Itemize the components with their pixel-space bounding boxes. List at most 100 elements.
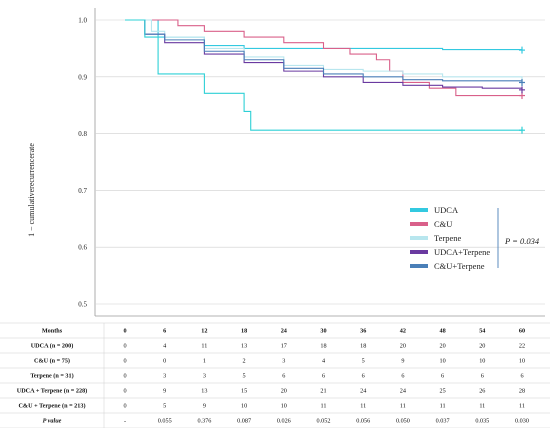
table-cell: 0.055 <box>158 418 172 425</box>
table-cell: 6 <box>520 373 523 380</box>
table-month-header: 48 <box>440 328 446 335</box>
y-tick-label: 0.5 <box>78 301 87 309</box>
table-cell: - <box>124 418 126 425</box>
table-cell: 6 <box>282 373 285 380</box>
table-cell: 3 <box>282 358 285 365</box>
table-cell: 1 <box>203 358 206 365</box>
table-cell: 13 <box>201 388 207 395</box>
table-cell: 9 <box>401 358 404 365</box>
table-cell: 11 <box>440 403 446 410</box>
y-tick-label: 0.9 <box>78 73 87 81</box>
table-cell: 5 <box>243 373 246 380</box>
table-cell: 20 <box>440 343 446 350</box>
table-cell: 24 <box>400 388 406 395</box>
table-month-header: 42 <box>400 328 406 335</box>
table-cell: 3 <box>163 373 166 380</box>
table-cell: 24 <box>360 388 366 395</box>
table-cell: 4 <box>322 358 325 365</box>
survival-curves <box>125 19 525 134</box>
table-cell: 0 <box>123 373 126 380</box>
legend-label: UDCA+Terpene <box>434 247 490 257</box>
table-cell: 6 <box>441 373 444 380</box>
table-cell: 10 <box>241 403 247 410</box>
table-row-label: UDCA + Terpene (n = 228) <box>17 388 87 395</box>
legend-label: UDCA <box>434 205 459 215</box>
table-cell: 0 <box>123 388 126 395</box>
table-cell: 11 <box>519 403 525 410</box>
table-cell: 0.056 <box>356 418 370 425</box>
table-cell: 0.030 <box>515 418 529 425</box>
table-cell: 3 <box>203 373 206 380</box>
censor-mark <box>519 78 525 86</box>
table-cell: 10 <box>479 358 485 365</box>
table-cell: 11 <box>201 343 207 350</box>
legend-label: C&U <box>434 219 452 229</box>
table-row-label: Terpene (n = 31) <box>30 373 73 380</box>
table-cell: 10 <box>440 358 446 365</box>
table-cell: 6 <box>401 373 404 380</box>
censor-mark <box>519 86 525 94</box>
y-tick-label: 0.6 <box>78 244 87 252</box>
legend-swatch <box>410 208 428 212</box>
curve-c-u <box>125 19 522 97</box>
table-cell: 10 <box>281 403 287 410</box>
table-cell: 4 <box>163 343 166 350</box>
table-cell: 0 <box>123 358 126 365</box>
table-month-header: 54 <box>479 328 485 335</box>
curve-series-6 <box>125 19 522 131</box>
table-cell: 11 <box>400 403 406 410</box>
table-cell: 0.376 <box>197 418 211 425</box>
table-month-header: 30 <box>320 328 326 335</box>
table-cell: 11 <box>321 403 327 410</box>
table-cell: 0 <box>163 358 166 365</box>
table-cell: 0.037 <box>436 418 450 425</box>
table-cell: 28 <box>519 388 525 395</box>
table-cell: 0 <box>123 343 126 350</box>
table-row-label: C&U (n = 75) <box>34 358 70 365</box>
y-tick-labels: 0.5 0.6 0.7 0.8 0.9 1.0 <box>78 17 87 309</box>
table-cell: 21 <box>320 388 326 395</box>
censor-mark <box>519 46 525 54</box>
table-cell: 0.035 <box>475 418 489 425</box>
table-cell: 18 <box>320 343 326 350</box>
legend-swatch <box>410 264 428 268</box>
table-cell: 11 <box>479 403 485 410</box>
table-cell: 0.052 <box>317 418 331 425</box>
table-cell: 15 <box>241 388 247 395</box>
grid-lines <box>94 8 545 317</box>
table-month-header: 18 <box>241 328 247 335</box>
table-cell: 20 <box>281 388 287 395</box>
table-cell: 26 <box>479 388 485 395</box>
table-month-header: 6 <box>163 328 166 335</box>
table-month-header: 60 <box>519 328 525 335</box>
y-tick-label: 0.7 <box>78 187 87 195</box>
table-cell: 5 <box>163 403 166 410</box>
legend: UDCA C&U Terpene UDCA+Terpene C&U+Terpene <box>410 205 490 271</box>
table-cell: 20 <box>479 343 485 350</box>
table-cell: 18 <box>360 343 366 350</box>
legend-swatch <box>410 222 428 226</box>
table-cell: 0.087 <box>237 418 251 425</box>
p-value-label: P = 0.034 <box>504 236 540 246</box>
curve-udca-terpene <box>125 19 523 90</box>
table-cell: 9 <box>163 388 166 395</box>
legend-swatch <box>410 250 428 254</box>
y-axis-label: 1 − cumulativerecurrencerate <box>27 143 36 237</box>
table-cell: 20 <box>400 343 406 350</box>
table-cell: 22 <box>519 343 525 350</box>
censor-mark <box>519 126 525 134</box>
table-month-header: 0 <box>123 328 126 335</box>
table-cell: 0.026 <box>277 418 291 425</box>
legend-swatch <box>410 236 428 240</box>
curve-c-u-terpene <box>125 19 523 83</box>
y-tick-label: 1.0 <box>78 17 87 25</box>
table-cell: 9 <box>203 403 206 410</box>
table-row-label: C&U + Terpene (n = 213) <box>18 403 85 410</box>
table-header-label: Months <box>42 328 63 335</box>
table-cell: 11 <box>360 403 366 410</box>
table-month-header: 12 <box>201 328 207 335</box>
table-cell: 10 <box>519 358 525 365</box>
table-month-header: 36 <box>360 328 366 335</box>
table-row-label: UDCA (n = 200) <box>31 343 74 350</box>
